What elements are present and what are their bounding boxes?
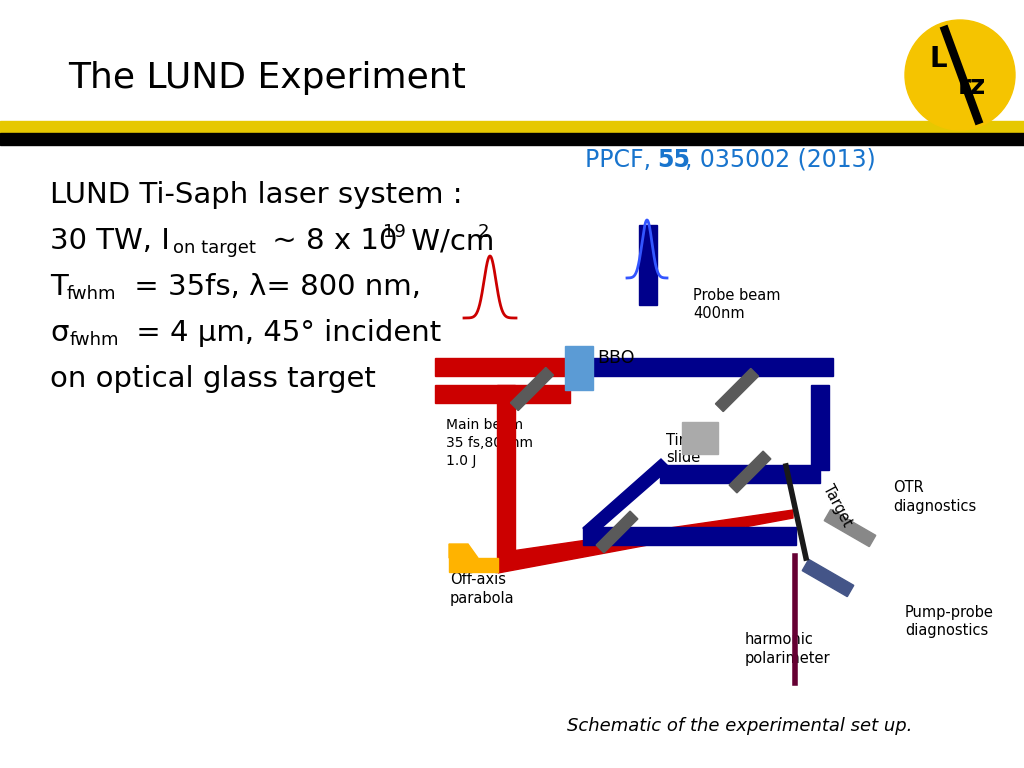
Polygon shape <box>449 544 478 558</box>
Bar <box>811 385 829 470</box>
Text: polarimeter: polarimeter <box>745 650 830 666</box>
Text: Probe beam: Probe beam <box>693 289 780 303</box>
Text: parabola: parabola <box>450 591 515 605</box>
Text: PPCF,: PPCF, <box>585 148 658 172</box>
Polygon shape <box>583 459 670 537</box>
Text: Target: Target <box>820 482 855 530</box>
Text: 1.0 J: 1.0 J <box>446 454 476 468</box>
Text: = 4 μm, 45° incident: = 4 μm, 45° incident <box>127 319 441 347</box>
Text: 2: 2 <box>478 223 489 241</box>
Bar <box>682 422 718 454</box>
Text: BBO: BBO <box>597 349 635 367</box>
Text: slide: slide <box>666 451 700 465</box>
Text: The LUND Experiment: The LUND Experiment <box>68 61 466 95</box>
Bar <box>435 358 570 376</box>
Text: = 35fs, λ= 800 nm,: = 35fs, λ= 800 nm, <box>125 273 421 301</box>
Bar <box>639 225 657 305</box>
Text: σ: σ <box>50 319 69 347</box>
Text: OTR: OTR <box>893 481 924 495</box>
Text: T: T <box>50 273 68 301</box>
Circle shape <box>905 20 1015 130</box>
Text: Off-axis: Off-axis <box>450 572 506 588</box>
Text: 400nm: 400nm <box>693 306 744 322</box>
Bar <box>0 121 1024 133</box>
Bar <box>0 133 1024 145</box>
Text: diagnostics: diagnostics <box>893 498 976 514</box>
Text: Schematic of the experimental set up.: Schematic of the experimental set up. <box>567 717 912 735</box>
Text: 35 fs,800nm: 35 fs,800nm <box>446 436 534 450</box>
Text: rz: rz <box>957 74 986 100</box>
Bar <box>583 527 796 545</box>
Bar <box>593 358 833 376</box>
Bar <box>716 369 759 412</box>
Text: on optical glass target: on optical glass target <box>50 365 376 393</box>
Bar <box>497 385 515 565</box>
Text: , 035002 (2013): , 035002 (2013) <box>685 148 876 172</box>
Polygon shape <box>498 510 793 573</box>
Text: harmonic: harmonic <box>745 633 814 647</box>
Text: W/cm: W/cm <box>402 227 495 255</box>
Text: fwhm: fwhm <box>67 285 117 303</box>
Bar <box>802 559 854 597</box>
Bar <box>510 367 554 411</box>
Text: LUND Ti-Saph laser system :: LUND Ti-Saph laser system : <box>50 181 463 209</box>
Text: Main beam: Main beam <box>446 418 523 432</box>
Text: Timing: Timing <box>666 432 716 448</box>
Text: fwhm: fwhm <box>70 331 120 349</box>
Text: 19: 19 <box>383 223 406 241</box>
Bar <box>565 346 593 390</box>
Bar <box>435 385 570 403</box>
Text: 30 TW, I: 30 TW, I <box>50 227 170 255</box>
Text: on target: on target <box>173 239 256 257</box>
Text: ~ 8 x 10: ~ 8 x 10 <box>263 227 397 255</box>
Bar <box>824 509 876 547</box>
Bar <box>660 465 820 483</box>
Polygon shape <box>449 558 498 572</box>
Text: 55: 55 <box>657 148 690 172</box>
Bar <box>729 451 771 493</box>
Text: diagnostics: diagnostics <box>905 624 988 638</box>
Text: Pump-probe: Pump-probe <box>905 605 994 621</box>
Text: L: L <box>929 45 947 73</box>
Bar <box>596 511 638 553</box>
